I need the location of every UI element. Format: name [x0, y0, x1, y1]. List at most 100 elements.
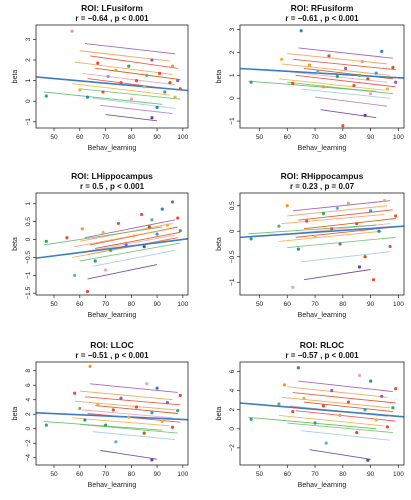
x-tick-label: 60	[284, 134, 292, 141]
data-point	[101, 90, 105, 94]
data-point	[150, 411, 154, 415]
data-point	[296, 247, 300, 251]
y-axis-label: beta	[12, 70, 19, 84]
data-point	[391, 65, 395, 69]
data-point	[150, 458, 154, 462]
subject-fit-line	[301, 430, 391, 441]
y-axis-label: beta	[12, 237, 19, 251]
y-tick-label: 4	[229, 388, 236, 392]
panel-subtitle: r = −0.57 , p < 0.001	[285, 351, 359, 360]
x-tick-label: 50	[256, 134, 264, 141]
y-tick-label: 2	[25, 58, 32, 62]
x-tick-label: 100	[393, 471, 404, 478]
data-point	[114, 440, 118, 444]
y-tick-label: −0.5	[229, 250, 236, 263]
data-point	[280, 57, 284, 61]
data-point	[44, 94, 48, 98]
x-tick-label: 70	[102, 471, 110, 478]
data-point	[155, 232, 159, 236]
x-tick-label: 90	[367, 134, 375, 141]
subject-fit-line	[287, 53, 388, 65]
subject-fit-line	[292, 58, 396, 71]
x-tick-label: 80	[339, 301, 347, 308]
overall-fit-line	[240, 402, 404, 418]
subject-fit-line	[92, 431, 176, 441]
data-point	[145, 73, 149, 78]
x-tick-label: 90	[367, 301, 375, 308]
data-point	[249, 237, 253, 241]
x-tick-label: 90	[153, 301, 161, 308]
data-point	[168, 81, 172, 85]
y-tick-label: −4	[25, 454, 32, 462]
data-point	[147, 225, 151, 229]
data-point	[85, 289, 90, 294]
x-tick-label: 80	[339, 471, 347, 478]
panel-subtitle: r = −0.64 , p < 0.001	[75, 14, 149, 23]
data-point	[380, 49, 384, 53]
data-point	[321, 211, 325, 215]
y-tick-label: 6	[229, 369, 236, 373]
data-point	[282, 383, 287, 387]
y-tick-label: −1	[229, 117, 236, 125]
data-point	[170, 200, 175, 204]
y-tick-label: 0	[229, 427, 236, 431]
data-point	[132, 234, 136, 238]
y-axis-label: beta	[216, 407, 223, 421]
subject-fit-line	[79, 242, 181, 262]
y-axis-label: beta	[216, 70, 223, 84]
x-axis-label: Behav_learning	[88, 312, 137, 319]
data-point	[291, 285, 295, 289]
data-point	[277, 224, 281, 228]
data-point	[150, 116, 154, 120]
data-point	[363, 113, 367, 118]
data-point	[369, 209, 373, 213]
panel-title: ROI: RLOC	[300, 340, 344, 350]
data-point	[160, 419, 164, 424]
data-point	[116, 221, 121, 226]
subject-fit-line	[298, 380, 393, 393]
y-tick-label: 2	[229, 407, 236, 411]
plot-area	[36, 29, 188, 122]
plot-frame	[239, 361, 405, 466]
data-point	[330, 389, 334, 393]
data-point	[316, 70, 320, 74]
data-point	[155, 105, 159, 109]
data-point	[363, 408, 367, 412]
subject-fit-line	[84, 219, 176, 239]
subject-fit-line	[278, 230, 382, 242]
data-point	[355, 222, 359, 226]
data-point	[134, 405, 139, 409]
subject-fit-line	[79, 390, 173, 401]
subject-fit-line	[292, 200, 391, 212]
subject-fit-line	[292, 392, 396, 404]
data-point	[341, 124, 345, 128]
x-axis-label: Behav_learning	[298, 482, 347, 489]
panel-title: ROI: RFusiform	[291, 3, 354, 13]
data-point	[355, 430, 359, 435]
data-point	[338, 242, 342, 246]
data-point	[299, 29, 303, 33]
subject-fit-line	[303, 269, 371, 281]
data-point	[305, 219, 309, 223]
data-point	[150, 218, 154, 222]
x-tick-label: 60	[76, 471, 84, 478]
y-tick-label: 0	[229, 96, 236, 100]
subject-fit-line	[309, 449, 371, 460]
subject-fit-line	[82, 72, 176, 86]
y-tick-label: 1	[25, 78, 32, 82]
subject-fit-line	[295, 410, 396, 422]
y-tick-label: 0.5	[229, 201, 236, 210]
x-tick-label: 100	[177, 134, 188, 141]
x-tick-label: 60	[284, 471, 292, 478]
data-point	[165, 223, 169, 227]
y-tick-label: −1	[25, 271, 32, 279]
plot-frame	[35, 192, 189, 296]
data-point	[313, 421, 317, 425]
x-tick-label: 80	[339, 134, 347, 141]
subject-fit-line	[74, 400, 176, 411]
data-point	[344, 66, 348, 71]
data-point	[291, 409, 295, 414]
data-point	[346, 201, 351, 205]
plot-area	[36, 364, 188, 462]
